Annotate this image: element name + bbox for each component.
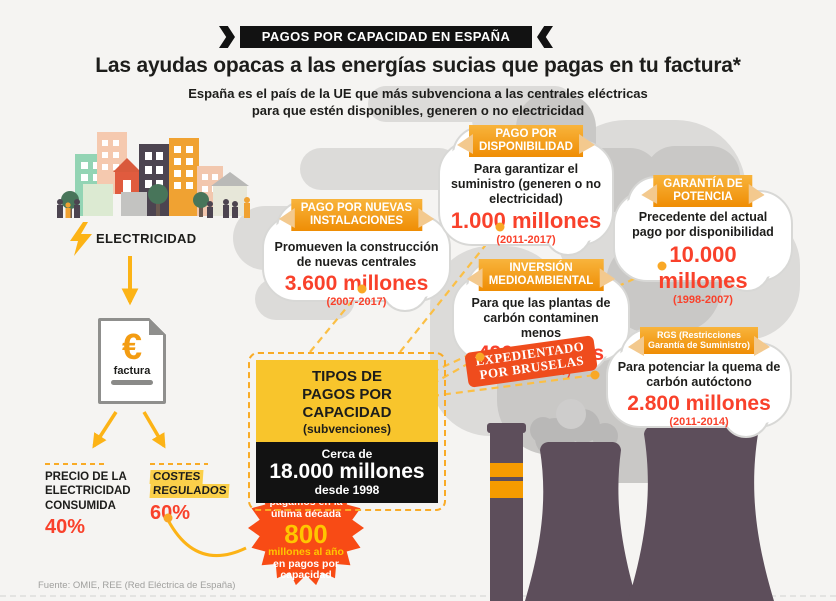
city-illustration xyxy=(57,132,250,218)
ribbon-garantia-de-potencia: GARANTÍA DE POTENCIA xyxy=(653,175,753,208)
cloud-period: (1998-2007) xyxy=(673,293,733,306)
cloud-amount: 10.000 millones xyxy=(658,241,748,293)
page-fold xyxy=(149,318,166,335)
box-amount: 18.000 millones xyxy=(269,460,425,483)
ribbon-line: Garantía de Suministro) xyxy=(647,340,751,351)
burst-line-3: millones al año xyxy=(268,545,344,558)
box-title-line-1: TIPOS DE xyxy=(311,368,382,385)
ribbon-line: POTENCIA xyxy=(673,191,733,204)
subtitle-line-2: para que estén disponibles, generen o no… xyxy=(251,102,585,118)
ribbon-line: INSTALACIONES xyxy=(309,215,404,228)
cloud-description: Para potenciar la quema de carbón autóct… xyxy=(617,360,781,389)
ribbon-inversion-medioambiental: INVERSIÓN MEDIOAMBIENTAL xyxy=(478,259,604,292)
invoice-icon: € factura xyxy=(98,318,166,404)
ground-line xyxy=(0,595,836,597)
cloud-pago-por-disponibilidad: PAGO POR DISPONIBILIDAD Para garantizar … xyxy=(438,125,614,256)
regulated-costs-block: COSTES REGULADOS 60% xyxy=(149,470,250,525)
price-consumed-block: PRECIO DE LA ELECTRICIDAD CONSUMIDA 40% xyxy=(45,470,149,539)
cloud-amount: 1.000 millones xyxy=(450,208,602,234)
regulated-costs-value: 60% xyxy=(150,501,191,524)
regulated-costs-label-1: COSTES xyxy=(149,470,204,485)
cloud-description: Precedente del actual pago por disponibi… xyxy=(632,210,774,239)
burst-line-4: en pagos por capacidad xyxy=(273,557,339,582)
invoice-bar xyxy=(111,379,153,385)
cloud-garantia-de-potencia: GARANTÍA DE POTENCIA Precedente del actu… xyxy=(613,175,793,306)
cloud-pago-nuevas-instalaciones: PAGO POR NUEVAS INSTALACIONES Promueven … xyxy=(262,199,451,312)
box-amount-suffix: desde 1998 xyxy=(314,483,380,498)
ribbon-line: GARANTÍA DE xyxy=(663,178,743,190)
euro-symbol: € xyxy=(121,326,143,367)
ribbon-rgs: RGS (Restricciones Garantía de Suministr… xyxy=(639,327,759,354)
cloud-rgs: RGS (Restricciones Garantía de Suministr… xyxy=(606,327,792,438)
ribbon-line: DISPONIBILIDAD xyxy=(479,141,573,154)
cloud-amount: 3.600 millones xyxy=(284,271,429,295)
capacity-payments-badge: PAGOS POR CAPACIDAD EN ESPAÑA xyxy=(240,26,532,48)
ribbon-line: RGS (Restricciones xyxy=(656,330,742,340)
price-consumed-label: PRECIO DE LA ELECTRICIDAD CONSUMIDA xyxy=(45,471,131,512)
capacity-types-box: TIPOS DE PAGOS POR CAPACIDAD (subvencion… xyxy=(248,352,446,512)
burst-amount: 800 xyxy=(284,518,328,549)
box-title-line-2: PAGOS POR CAPACIDAD xyxy=(302,386,392,421)
invoice-split-arrow-left xyxy=(92,411,118,449)
power-plant-illustration xyxy=(487,399,774,601)
costs-to-burst-curve xyxy=(166,519,247,557)
lightning-bolt-icon xyxy=(70,222,92,256)
box-subtitle: (subvenciones) xyxy=(302,422,392,436)
ribbon-pago-nuevas-instalaciones: PAGO POR NUEVAS INSTALACIONES xyxy=(290,199,423,232)
source-caption: Fuente: OMIE, REE (Red Eléctrica de Espa… xyxy=(38,580,236,591)
cloud-description: Promueven la construcción de nuevas cent… xyxy=(274,240,439,269)
regulated-costs-label-2: REGULADOS xyxy=(149,484,230,499)
price-consumed-value: 40% xyxy=(45,516,86,539)
ribbon-line: PAGO POR xyxy=(495,128,557,140)
electricity-label: ELECTRICIDAD xyxy=(96,231,197,246)
ribbon-line: INVERSIÓN xyxy=(509,262,573,274)
invoice-split-arrow-right xyxy=(142,411,166,449)
cloud-period: (2011-2017) xyxy=(496,234,556,247)
subtitle-line-1: España es el país de la UE que más subve… xyxy=(188,86,648,101)
cloud-period: (2011-2014) xyxy=(669,415,729,428)
cloud-period: (2007-2017) xyxy=(326,295,387,308)
ribbon-pago-por-disponibilidad: PAGO POR DISPONIBILIDAD xyxy=(469,125,583,158)
box-amount-prefix: Cerca de xyxy=(321,447,373,461)
ribbon-line: PAGO POR NUEVAS xyxy=(300,202,413,214)
subtitle: España es el país de la UE que más subve… xyxy=(0,86,836,120)
ribbon-line: MEDIOAMBIENTAL xyxy=(488,275,594,288)
people-icons xyxy=(57,197,250,218)
cloud-description: Para que las plantas de carbón contamine… xyxy=(471,296,611,340)
invoice-label: factura xyxy=(113,364,151,377)
cloud-amount: 2.800 millones xyxy=(627,391,771,415)
cloud-description: Para garantizar el suministro (generen o… xyxy=(450,162,601,206)
page-title: Las ayudas opacas a las energías sucias … xyxy=(95,54,741,77)
